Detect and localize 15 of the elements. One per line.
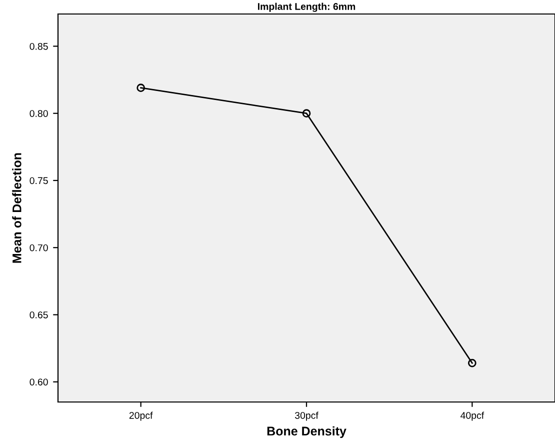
x-tick-label: 20pcf — [129, 412, 153, 421]
x-axis-title: Bone Density — [267, 426, 346, 438]
point — [468, 358, 476, 368]
point — [302, 109, 311, 118]
y-tick-label: 0.65 — [30, 311, 48, 318]
y-tick-label: 0.75 — [30, 177, 48, 184]
y-tick-label: 0.60 — [30, 378, 48, 386]
y-tick-label: 0.85 — [30, 42, 48, 50]
y-tick-label: 0.80 — [30, 110, 48, 117]
y-tick-label: 0.70 — [30, 244, 48, 252]
x-tick-label: 40pcf — [460, 412, 484, 421]
x-tick-label: 30pcf — [294, 412, 318, 421]
chart-title: Implant Length: 6mm — [258, 2, 356, 12]
point — [136, 84, 145, 92]
y-axis-title: Mean of Deflection — [12, 153, 22, 263]
